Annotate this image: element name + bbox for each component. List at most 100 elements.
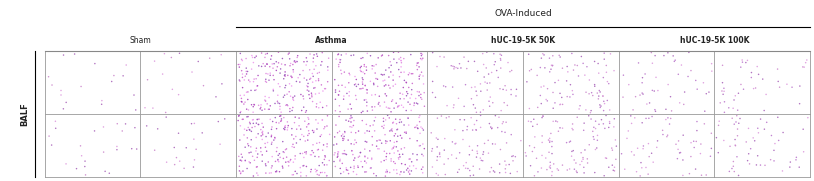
Point <box>397 106 410 109</box>
Point <box>300 152 313 155</box>
Point <box>793 102 806 105</box>
Point <box>313 101 326 104</box>
Point <box>480 51 493 54</box>
Point <box>344 54 357 57</box>
Point <box>736 59 749 62</box>
Point <box>334 110 347 113</box>
Point <box>311 72 324 75</box>
Point <box>460 161 473 164</box>
Point <box>466 149 479 152</box>
Point <box>383 130 396 132</box>
Point <box>365 68 379 70</box>
Point <box>252 123 265 126</box>
Text: hUC-19-5K 50K: hUC-19-5K 50K <box>491 36 555 45</box>
Point <box>354 69 367 72</box>
Point <box>278 73 291 76</box>
Point <box>342 139 355 142</box>
Point <box>263 172 276 174</box>
Point <box>673 101 686 104</box>
Point <box>425 150 438 153</box>
Point <box>656 133 669 136</box>
Point <box>330 143 344 146</box>
Point <box>300 64 313 66</box>
Point <box>254 106 267 109</box>
Point <box>418 91 431 94</box>
Point <box>451 67 464 70</box>
Point <box>431 146 444 148</box>
Point <box>312 122 325 125</box>
Point <box>342 108 355 111</box>
Point <box>568 168 581 171</box>
Point <box>278 126 291 129</box>
Point <box>642 117 655 120</box>
Point <box>390 145 403 148</box>
Point <box>636 121 649 124</box>
Point <box>240 70 253 73</box>
Point <box>305 153 318 156</box>
Point <box>42 135 55 138</box>
Point <box>393 155 406 158</box>
Point <box>536 115 549 117</box>
Point <box>478 142 491 145</box>
Point <box>260 78 273 81</box>
Point <box>352 156 365 159</box>
Point <box>700 174 713 176</box>
Point <box>339 131 352 134</box>
Point <box>671 157 684 160</box>
Point <box>375 54 388 57</box>
Point <box>403 173 416 176</box>
Point <box>711 151 724 154</box>
Point <box>629 95 642 98</box>
Point <box>461 128 474 131</box>
Point <box>246 118 259 121</box>
Point <box>453 118 466 121</box>
Point <box>278 116 291 119</box>
Point <box>366 109 379 111</box>
Point <box>401 167 414 170</box>
Point <box>438 137 451 140</box>
Point <box>344 114 357 117</box>
Point <box>723 170 736 173</box>
Point <box>334 159 347 162</box>
Point <box>294 128 307 131</box>
Point <box>97 151 110 153</box>
Point <box>238 134 251 136</box>
Point <box>717 87 730 90</box>
Point <box>267 139 280 142</box>
Point <box>250 147 263 150</box>
Point <box>580 91 593 94</box>
Point <box>302 129 315 132</box>
Point <box>543 141 556 144</box>
Point <box>344 121 357 123</box>
Point <box>381 114 394 117</box>
Point <box>361 92 374 94</box>
Point <box>501 61 514 64</box>
Point <box>337 95 350 98</box>
Point <box>49 120 62 123</box>
Point <box>386 130 399 132</box>
Point <box>345 126 358 129</box>
Point <box>360 161 373 164</box>
Point <box>527 118 540 121</box>
Point <box>360 69 373 72</box>
Point <box>374 104 387 107</box>
Point <box>266 120 279 123</box>
Point <box>484 96 497 98</box>
Point <box>528 146 541 149</box>
Point <box>783 166 796 169</box>
Point <box>409 126 422 129</box>
Point <box>531 74 544 77</box>
Point <box>400 169 414 171</box>
Point <box>731 134 744 137</box>
Point <box>391 172 404 175</box>
Point <box>75 85 88 88</box>
Point <box>289 135 302 138</box>
Point <box>269 137 282 140</box>
Point <box>449 142 462 145</box>
Point <box>406 72 419 75</box>
Point <box>387 147 400 150</box>
Point <box>764 158 777 161</box>
Point <box>258 108 271 111</box>
Point <box>281 93 294 96</box>
Point <box>662 116 675 119</box>
